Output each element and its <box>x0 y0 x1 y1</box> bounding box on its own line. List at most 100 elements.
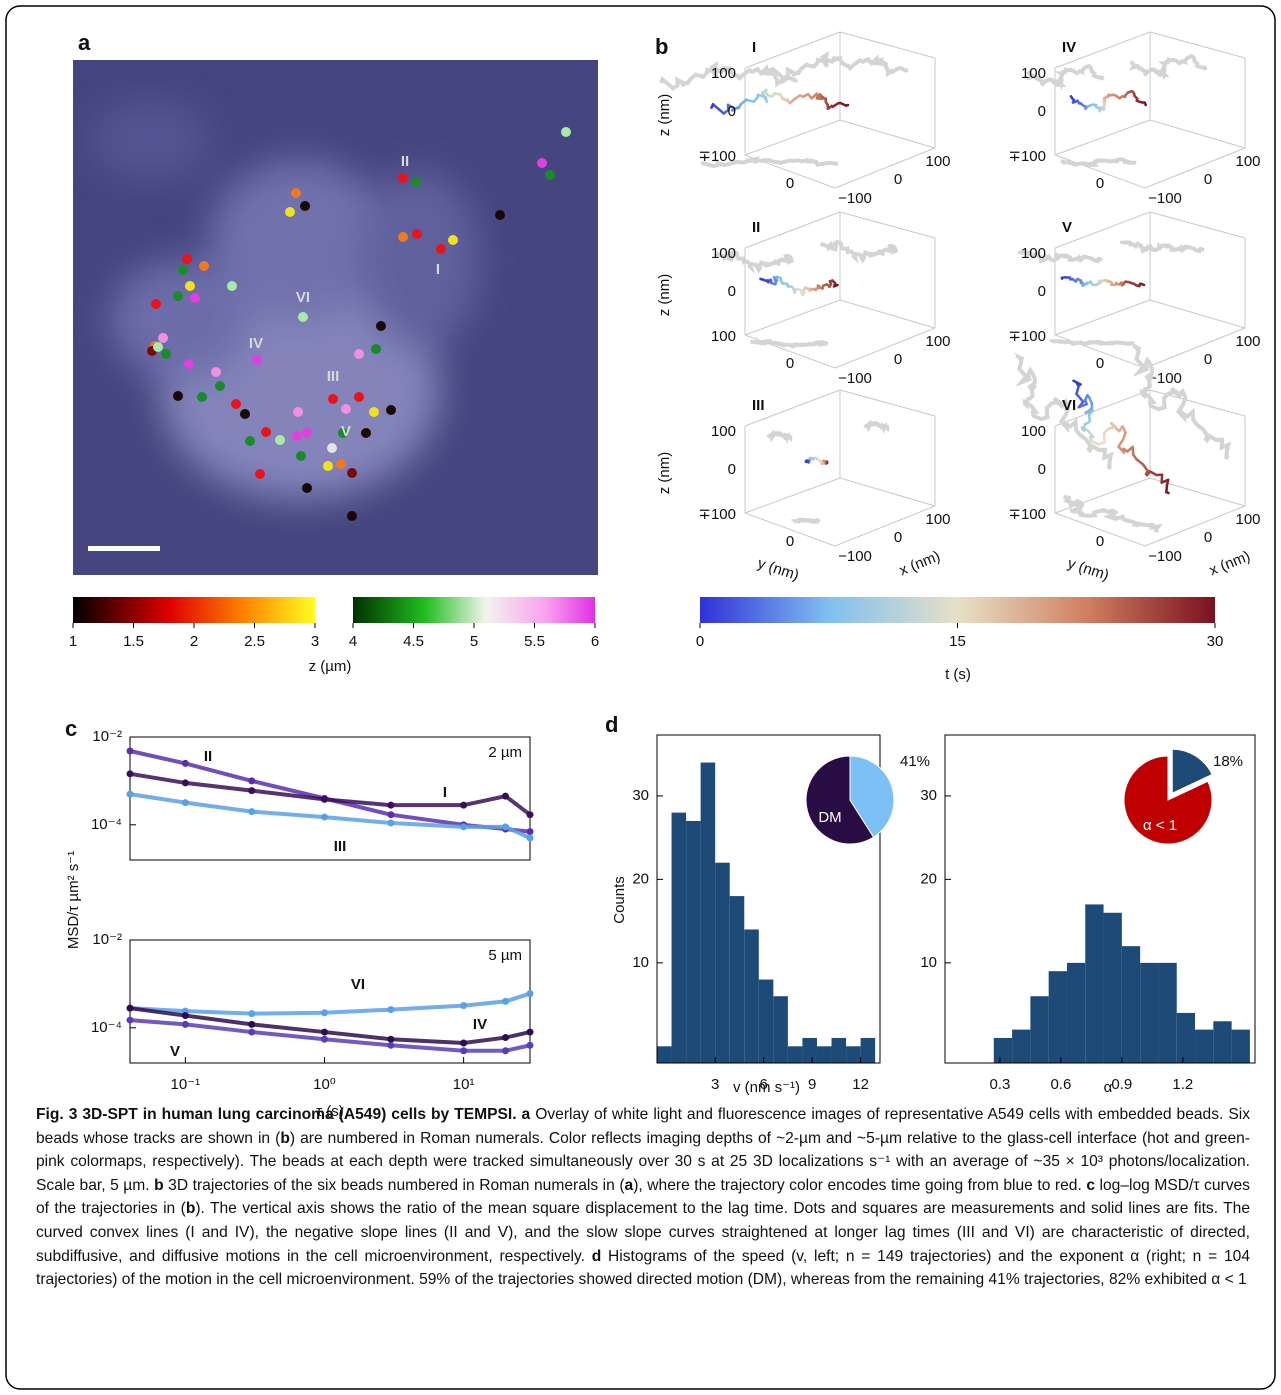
series-line <box>129 991 531 1016</box>
trajectory-shadow <box>750 336 829 349</box>
axis-edge <box>1054 389 1151 427</box>
z-tick-label: ∓100 <box>698 506 736 523</box>
x-tick-label: 100 <box>1235 153 1260 170</box>
axis-edge <box>839 211 936 239</box>
data-point <box>526 811 534 819</box>
x-tick-label: 0 <box>1204 171 1212 188</box>
plot-label: VI <box>1062 397 1076 414</box>
bead <box>215 381 225 391</box>
axis-edge <box>839 119 936 149</box>
trajectory-segment <box>1135 457 1145 466</box>
data-point <box>181 759 189 767</box>
y-tick-label: −100 <box>1148 370 1182 387</box>
trajectory-segment <box>759 277 766 282</box>
data-point <box>460 1047 468 1055</box>
bead <box>561 127 571 137</box>
bead <box>158 333 168 343</box>
bead <box>436 244 446 254</box>
colorbar-tick-label: 0 <box>696 633 704 650</box>
bead-label: VI <box>296 289 310 306</box>
trajectory-segment <box>1141 463 1149 473</box>
histogram-bar <box>1012 1029 1031 1063</box>
z-tick-label: 0 <box>1038 283 1046 300</box>
histogram-bar <box>686 820 701 1063</box>
bead <box>285 207 295 217</box>
y-tick-label: 0 <box>1096 355 1104 372</box>
bead <box>411 177 421 187</box>
x-axis-label: x (nm) <box>1207 548 1253 580</box>
x-tick-label: 100 <box>925 333 950 350</box>
z-axis-label: z (nm) <box>656 94 673 137</box>
plot-frame <box>129 939 531 1064</box>
axis-edge <box>1149 477 1246 507</box>
y-tick-label: 30 <box>920 787 937 804</box>
data-point <box>181 799 189 807</box>
bead <box>178 265 188 275</box>
bead <box>197 392 207 402</box>
series-label: III <box>334 838 347 855</box>
series-line <box>129 1006 531 1046</box>
trajectory-segment <box>1072 379 1082 386</box>
trajectory-segment <box>1117 445 1126 454</box>
trajectory-shadow <box>790 516 822 525</box>
histogram-bar <box>729 896 745 1063</box>
axis-edge <box>834 505 936 547</box>
data-point <box>387 801 395 809</box>
bead <box>347 468 357 478</box>
data-point <box>126 747 134 755</box>
bead-label: III <box>327 368 340 385</box>
z-tick-label: ∓100 <box>1008 506 1046 523</box>
bead <box>448 235 458 245</box>
data-point <box>126 790 134 798</box>
y-tick-label: 0 <box>786 355 794 372</box>
bead <box>161 349 171 359</box>
x-axis-label: x (nm) <box>897 548 943 580</box>
panel-label: b <box>655 34 668 59</box>
annotation: 5 µm <box>488 947 522 964</box>
bead <box>328 394 338 404</box>
bead <box>327 443 337 453</box>
axis-edge <box>839 31 936 59</box>
histogram-bar <box>816 1046 832 1063</box>
y-axis-label: Counts <box>611 876 628 924</box>
annotation: 2 µm <box>488 744 522 761</box>
data-point <box>460 823 468 831</box>
trajectory-plot: IV 100 0 ∓100 0 −100 100 0 <box>1008 31 1261 207</box>
x-tick-label: 0 <box>894 351 902 368</box>
histogram-bar <box>831 1037 847 1063</box>
series-label: VI <box>351 976 365 993</box>
y-tick-label: 20 <box>632 870 649 887</box>
x-tick-label: 0 <box>1204 351 1212 368</box>
plot-label: II <box>752 219 760 236</box>
pie-label: DM <box>818 809 841 826</box>
bead <box>199 261 209 271</box>
x-tick-label: 100 <box>1235 333 1260 350</box>
x-axis-label: α <box>1104 1079 1113 1096</box>
histogram-bar <box>1085 904 1104 1063</box>
y-tick-label: −100 <box>838 548 872 565</box>
axis-edge <box>744 31 841 69</box>
data-point <box>320 813 328 821</box>
axis-edge <box>1054 154 1146 189</box>
y-tick-label: 10 <box>632 954 649 971</box>
bead <box>190 293 200 303</box>
trajectory-segment <box>1117 438 1125 448</box>
colorbar-tick-label: 5.5 <box>524 633 545 650</box>
bead <box>261 427 271 437</box>
bead <box>371 344 381 354</box>
data-point <box>526 834 534 842</box>
trajectory-shadow <box>1129 54 1208 81</box>
trajectory-shadow <box>1131 342 1232 460</box>
trajectory-segment <box>1075 392 1085 403</box>
x-tick-label: 100 <box>925 153 950 170</box>
histogram-bar <box>846 1046 861 1063</box>
trajectory-shadow <box>1017 250 1103 264</box>
plot-frame <box>944 734 1256 1064</box>
y-tick-label: 10⁻² <box>92 728 122 745</box>
caption: Fig. 3 3D-SPT in human lung carcinoma (A… <box>36 1103 1250 1292</box>
plot-frame <box>129 736 531 861</box>
z-tick-label: 0 <box>1038 103 1046 120</box>
y-tick-label: −100 <box>1148 190 1182 207</box>
bead <box>398 232 408 242</box>
bead <box>354 392 364 402</box>
